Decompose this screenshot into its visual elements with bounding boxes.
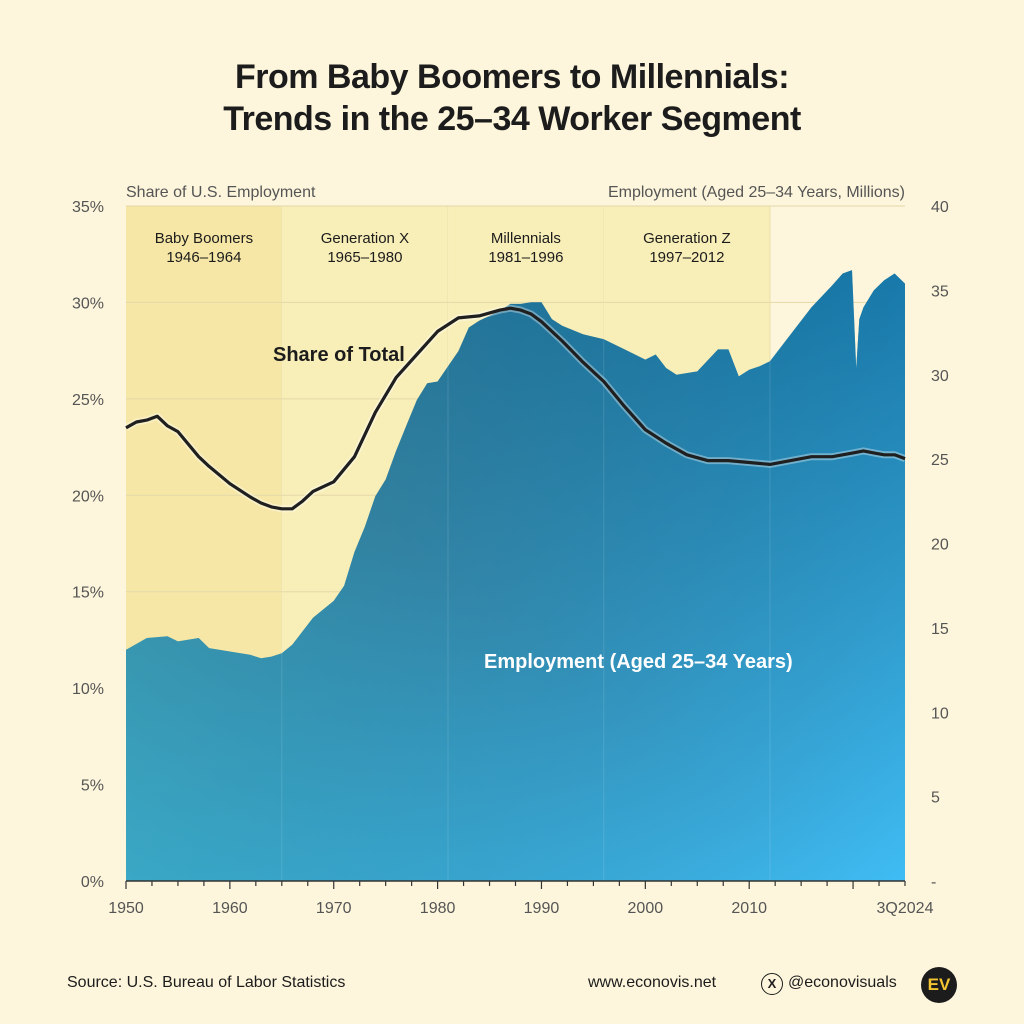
x-tick-label: 1980 — [420, 900, 456, 917]
generation-years: 1946–1964 — [166, 249, 241, 266]
share-of-total-label: Share of Total — [273, 344, 405, 366]
left-tick-label: 0% — [81, 874, 104, 891]
right-tick-label: 15 — [931, 621, 949, 638]
labels-layer: Baby Boomers 1946–1964 Generation X 1965–19… — [126, 184, 905, 673]
left-tick-label: 10% — [72, 681, 104, 698]
generation-years: 1997–2012 — [649, 249, 724, 266]
left-tick-label: 5% — [81, 778, 104, 795]
left-tick-label: 15% — [72, 585, 104, 602]
axes-layer: 0% 5% 10% 15% 20% 25% 30% 35% - 5 10 15 20 25 30 35 40 19… — [72, 199, 949, 917]
source-text: Source: U.S. Bureau of Labor Statistics — [67, 974, 346, 991]
generation-years: 1965–1980 — [327, 249, 402, 266]
right-tick-label: 30 — [931, 368, 949, 385]
generation-name: Generation Z — [643, 230, 731, 247]
left-tick-label: 20% — [72, 488, 104, 505]
share-line-layer — [124, 304, 907, 513]
generation-name: Generation X — [321, 230, 409, 247]
generation-years: 1981–1996 — [488, 249, 563, 266]
employment-area-layer — [126, 206, 905, 882]
econovis-logo: EV — [921, 967, 957, 1003]
social-handle[interactable]: @econovisuals — [788, 974, 897, 991]
title-line-2: Trends in the 25–34 Worker Segment — [223, 100, 801, 138]
right-tick-label: 20 — [931, 537, 949, 554]
right-tick-label: 40 — [931, 199, 949, 216]
right-axis-title: Employment (Aged 25–34 Years, Millions) — [608, 184, 905, 201]
right-tick-label: 35 — [931, 283, 949, 300]
share-of-total-line — [125, 306, 906, 511]
right-tick-label: 10 — [931, 705, 949, 722]
generation-name: Baby Boomers — [155, 230, 253, 247]
right-tick-label: 25 — [931, 452, 949, 469]
chart-title: From Baby Boomers to Millennials: Trends… — [0, 56, 1024, 140]
right-tick-label: - — [931, 874, 936, 891]
x-tick-label: 2000 — [628, 900, 664, 917]
x-tick-label: 2010 — [731, 900, 767, 917]
generation-name: Millennials — [491, 230, 561, 247]
x-tick-label: 1950 — [108, 900, 144, 917]
left-tick-label: 30% — [72, 295, 104, 312]
x-logo-icon: X — [761, 973, 783, 995]
left-tick-label: 25% — [72, 392, 104, 409]
left-axis-title: Share of U.S. Employment — [126, 184, 316, 201]
x-tick-label: 1960 — [212, 900, 248, 917]
x-tick-label: 3Q2024 — [877, 900, 934, 917]
x-tick-label: 1970 — [316, 900, 352, 917]
employment-area-label: Employment (Aged 25–34 Years) — [484, 651, 793, 673]
x-tick-label: 1990 — [524, 900, 560, 917]
employment-area-highlight — [126, 270, 905, 882]
website-link[interactable]: www.econovis.net — [588, 974, 717, 991]
left-tick-label: 35% — [72, 199, 104, 216]
title-line-1: From Baby Boomers to Millennials: — [234, 58, 790, 96]
right-tick-label: 5 — [931, 790, 940, 807]
